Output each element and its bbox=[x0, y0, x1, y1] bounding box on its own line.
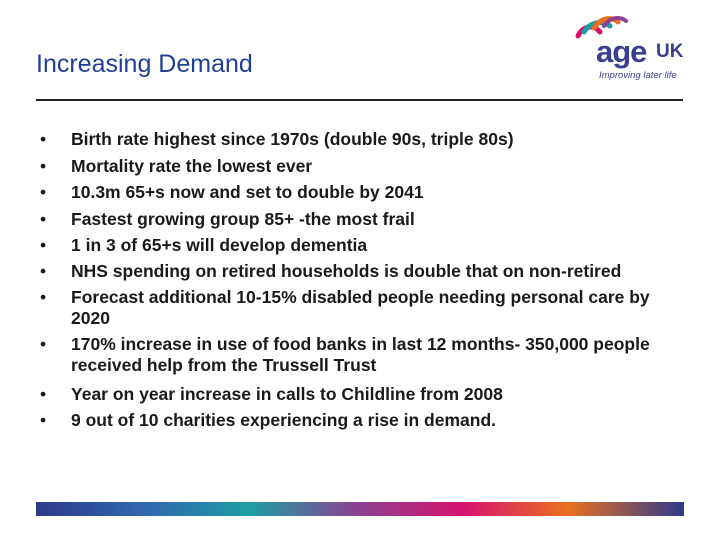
bullet-item: • Fastest growing group 85+ -the most fra… bbox=[40, 206, 650, 233]
bullet-dot: • bbox=[40, 129, 47, 149]
logo-uk-text: UK bbox=[656, 41, 684, 62]
logo-tagline: Improving later life bbox=[599, 70, 677, 81]
bullet-text: 9 out of 10 charities experiencing a ris… bbox=[71, 410, 496, 430]
bullet-item: • 1 in 3 of 65+s will develop dementia bbox=[40, 232, 650, 259]
bullet-text: NHS spending on retired households is do… bbox=[71, 260, 622, 281]
bullet-dot: • bbox=[40, 333, 47, 354]
bullet-dot: • bbox=[40, 410, 47, 430]
bullet-text: 1 in 3 of 65+s will develop dementia bbox=[71, 235, 368, 255]
bullet-item: • NHS spending on retired households is d… bbox=[40, 261, 650, 282]
logo-age-text: age bbox=[596, 34, 647, 69]
age-uk-logo: age UK Improving later life bbox=[570, 14, 690, 84]
bullet-text: Fastest growing group 85+ -the most frai… bbox=[71, 208, 415, 229]
bullet-dot: • bbox=[40, 235, 47, 255]
bullet-dot: • bbox=[40, 155, 47, 176]
bullet-dot: • bbox=[40, 208, 47, 229]
bullet-item: • 170% increase in use of food banks in l… bbox=[40, 334, 650, 376]
bullet-dot: • bbox=[40, 286, 47, 307]
bullet-text: Mortality rate the lowest ever bbox=[71, 155, 313, 176]
bullet-dot: • bbox=[40, 383, 47, 404]
bullet-dot: • bbox=[40, 260, 47, 281]
bullet-item: • Year on year increase in calls to Child… bbox=[40, 381, 650, 408]
bullet-item: • Birth rate highest since 1970s (double … bbox=[40, 126, 650, 153]
bullet-dot: • bbox=[40, 182, 47, 202]
footer-color-bar bbox=[36, 502, 684, 516]
bullet-text: 10.3m 65+s now and set to double by 2041 bbox=[71, 182, 424, 202]
swirl-icon bbox=[575, 16, 628, 39]
title-divider bbox=[36, 99, 683, 101]
bullet-item: • Mortality rate the lowest ever bbox=[40, 153, 650, 180]
bullet-text: Forecast additional 10-15% disabled peop… bbox=[71, 286, 650, 328]
bullet-item: • 10.3m 65+s now and set to double by 204… bbox=[40, 179, 650, 206]
bullet-list: • Birth rate highest since 1970s (double … bbox=[40, 126, 650, 434]
bullet-text: Birth rate highest since 1970s (double 9… bbox=[71, 129, 514, 149]
slide-title: Increasing Demand bbox=[36, 50, 253, 78]
bullet-text: 170% increase in use of food banks in la… bbox=[71, 333, 650, 375]
bullet-item: • Forecast additional 10-15% disabled peo… bbox=[40, 287, 650, 329]
bullet-text: Year on year increase in calls to Childl… bbox=[71, 383, 503, 404]
bullet-item: • 9 out of 10 charities experiencing a ri… bbox=[40, 407, 650, 434]
